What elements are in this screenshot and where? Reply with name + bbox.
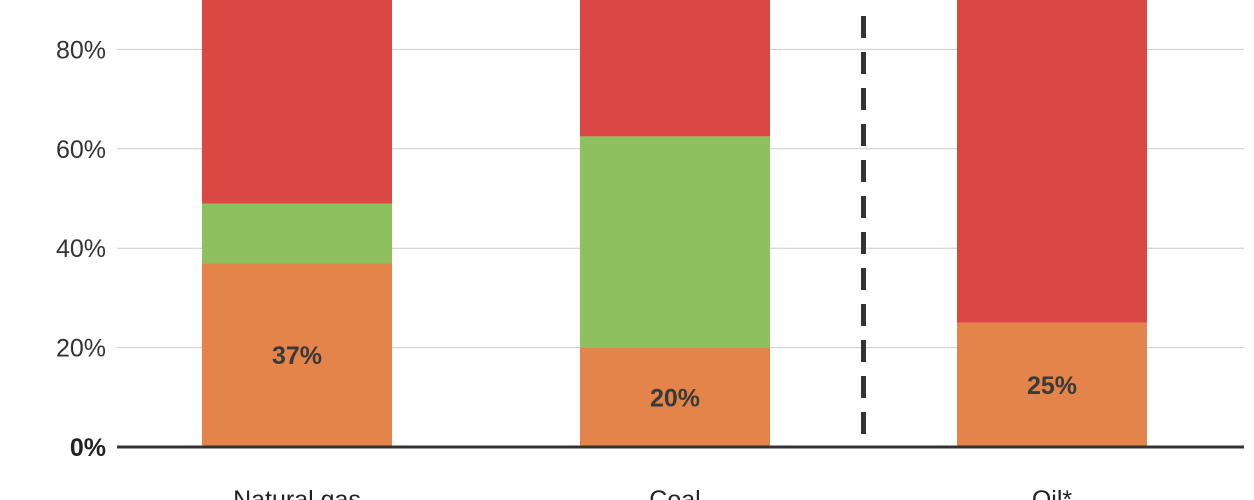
category-label: Coal (649, 486, 700, 500)
bar-segment (957, 322, 1147, 447)
segment-value-labels: 37% 20% 25% (272, 342, 1077, 412)
category-labels: Natural gas Coal Oil* (233, 486, 1072, 500)
bar-segment (957, 0, 1147, 323)
category-label: Natural gas (233, 486, 361, 500)
y-axis-tick-labels: 0% 20% 40% 60% 80% (56, 36, 106, 462)
bar-value-label: 25% (1027, 372, 1077, 400)
bar-segment (580, 136, 770, 348)
y-tick-label: 20% (56, 335, 106, 363)
bar-segment (202, 263, 392, 447)
bar-segment (580, 0, 770, 137)
bar-segment (202, 203, 392, 264)
bar-value-label: 37% (272, 342, 322, 370)
bar-segment (202, 0, 392, 204)
y-tick-label: 0% (70, 434, 106, 462)
bar-segment (580, 347, 770, 447)
y-tick-label: 80% (56, 36, 106, 64)
category-label: Oil* (1032, 486, 1073, 500)
y-tick-label: 40% (56, 235, 106, 263)
bar-stacks (202, 0, 1147, 447)
bar-value-label: 20% (650, 384, 700, 412)
y-tick-label: 60% (56, 136, 106, 164)
